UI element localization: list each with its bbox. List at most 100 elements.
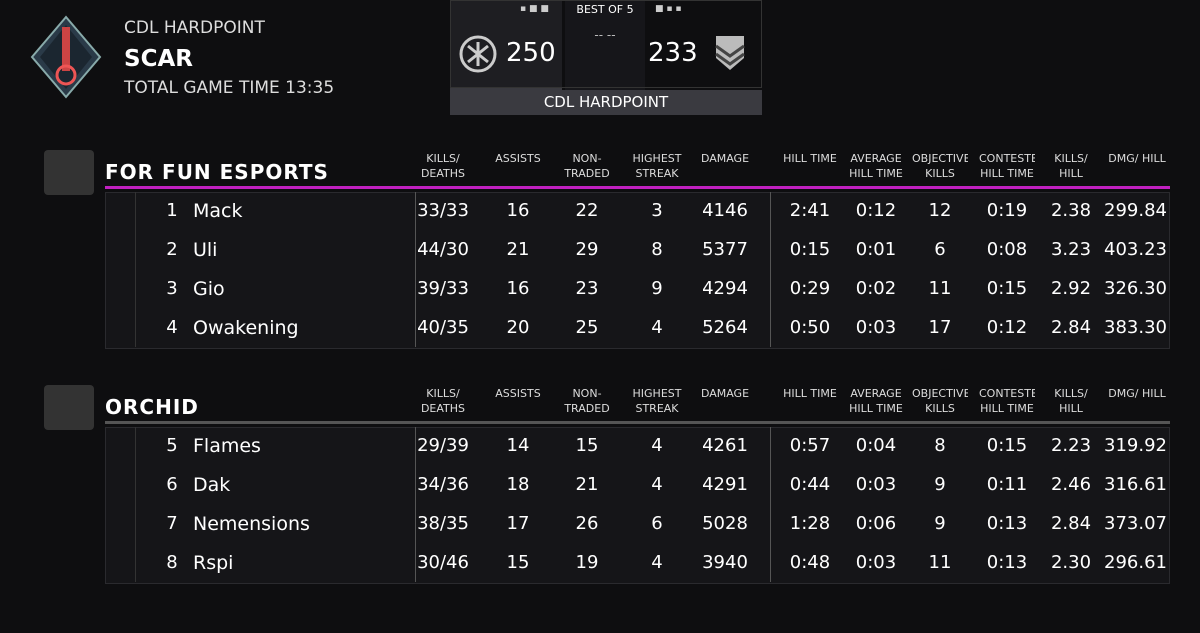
row-block-left	[105, 427, 136, 582]
player-rank: 2	[166, 239, 178, 260]
stat-cell: 2.92	[1050, 278, 1092, 299]
stat-cell: 296.61	[1104, 552, 1167, 573]
team-logo-bg	[44, 150, 94, 195]
stat-cell: 3.23	[1050, 239, 1092, 260]
stat-cell: 0:50	[789, 317, 831, 338]
divider	[770, 192, 771, 347]
stat-cell: 0:57	[789, 435, 831, 456]
score-footer: CDL HARDPOINT	[450, 90, 762, 115]
stat-cell: 38/35	[417, 513, 469, 534]
header-divider	[105, 421, 1170, 424]
column-header: NON-TRADED KILLS	[564, 152, 610, 180]
divider	[415, 427, 416, 582]
stat-cell: 8	[934, 435, 946, 456]
column-header: DMG/ HILL	[1108, 152, 1166, 165]
column-header: HILL TIME	[783, 387, 837, 400]
player-name: Dak	[193, 474, 231, 496]
stat-cell: 4146	[702, 200, 748, 221]
player-rank: 4	[166, 317, 178, 338]
stat-cell: 18	[506, 474, 530, 495]
column-header: CONTESTED HILL TIME	[979, 387, 1035, 415]
row-block	[105, 427, 1170, 584]
stat-cell: 316.61	[1104, 474, 1167, 495]
stat-cell: 8	[651, 239, 663, 260]
player-name: Owakening	[193, 317, 299, 339]
stat-cell: 33/33	[417, 200, 469, 221]
series-pips-left: ▪ ■ ■	[520, 4, 549, 14]
player-rank: 1	[166, 200, 178, 221]
stat-cell: 11	[928, 278, 952, 299]
stat-cell: 15	[575, 435, 599, 456]
stat-cell: 383.30	[1104, 317, 1167, 338]
stat-cell: 0:44	[789, 474, 831, 495]
stat-cell: 17	[928, 317, 952, 338]
stat-cell: 15	[506, 552, 530, 573]
stat-cell: 40/35	[417, 317, 469, 338]
stat-cell: 0:15	[986, 435, 1028, 456]
stat-cell: 0:29	[789, 278, 831, 299]
stat-cell: 0:12	[986, 317, 1028, 338]
column-header: KILLS/ DEATHS	[420, 387, 466, 415]
column-header: KILLS/ HILL	[1054, 152, 1088, 180]
column-header: KILLS/ DEATHS	[420, 152, 466, 180]
stat-cell: 0:48	[789, 552, 831, 573]
column-header: CONTESTED HILL TIME	[979, 152, 1035, 180]
stat-cell: 5377	[702, 239, 748, 260]
stat-cell: 2.46	[1050, 474, 1092, 495]
column-header: HIGHEST STREAK	[632, 387, 682, 415]
player-name: Gio	[193, 278, 225, 300]
stat-cell: 0:03	[855, 552, 897, 573]
stat-cell: 403.23	[1104, 239, 1167, 260]
stat-cell: 0:13	[986, 513, 1028, 534]
player-rank: 5	[166, 435, 178, 456]
stat-cell: 2.38	[1050, 200, 1092, 221]
stat-cell: 29/39	[417, 435, 469, 456]
stat-cell: 6	[651, 513, 663, 534]
stat-cell: 39/33	[417, 278, 469, 299]
stat-cell: 9	[651, 278, 663, 299]
column-header: ASSISTS	[495, 387, 541, 400]
stat-cell: 23	[575, 278, 599, 299]
stat-cell: 0:15	[986, 278, 1028, 299]
divider	[770, 427, 771, 582]
player-rank: 7	[166, 513, 178, 534]
row-block-left	[105, 192, 136, 347]
stat-cell: 0:01	[855, 239, 897, 260]
divider	[415, 192, 416, 347]
header-divider	[105, 186, 1170, 189]
player-name: Flames	[193, 435, 261, 457]
stat-cell: 25	[575, 317, 599, 338]
stat-cell: 5264	[702, 317, 748, 338]
stat-cell: 4	[651, 552, 663, 573]
stat-cell: 1:28	[789, 513, 831, 534]
column-header: DMG/ HILL	[1108, 387, 1166, 400]
stat-cell: 20	[506, 317, 530, 338]
column-header: HIGHEST STREAK	[632, 152, 682, 180]
stat-cell: 0:12	[855, 200, 897, 221]
stat-cell: 6	[934, 239, 946, 260]
column-header: DAMAGE	[700, 152, 750, 165]
stat-cell: 299.84	[1104, 200, 1167, 221]
stat-cell: 16	[506, 200, 530, 221]
stat-cell: 9	[934, 513, 946, 534]
stat-cell: 11	[928, 552, 952, 573]
stat-cell: 0:03	[855, 474, 897, 495]
stat-cell: 319.92	[1104, 435, 1167, 456]
player-name: Rspi	[193, 552, 234, 574]
stat-cell: 9	[934, 474, 946, 495]
column-header: ASSISTS	[495, 152, 541, 165]
stat-cell: 22	[575, 200, 599, 221]
team2-score: 233	[648, 38, 698, 68]
stat-cell: 2.84	[1050, 317, 1092, 338]
column-header: NON-TRADED KILLS	[564, 387, 610, 415]
stat-cell: 4	[651, 435, 663, 456]
stat-cell: 14	[506, 435, 530, 456]
stat-cell: 44/30	[417, 239, 469, 260]
stat-cell: 4261	[702, 435, 748, 456]
stat-cell: 0:13	[986, 552, 1028, 573]
player-name: Mack	[193, 200, 243, 222]
player-name: Nemensions	[193, 513, 310, 535]
stat-cell: 0:19	[986, 200, 1028, 221]
stat-cell: 4	[651, 474, 663, 495]
player-rank: 6	[166, 474, 178, 495]
